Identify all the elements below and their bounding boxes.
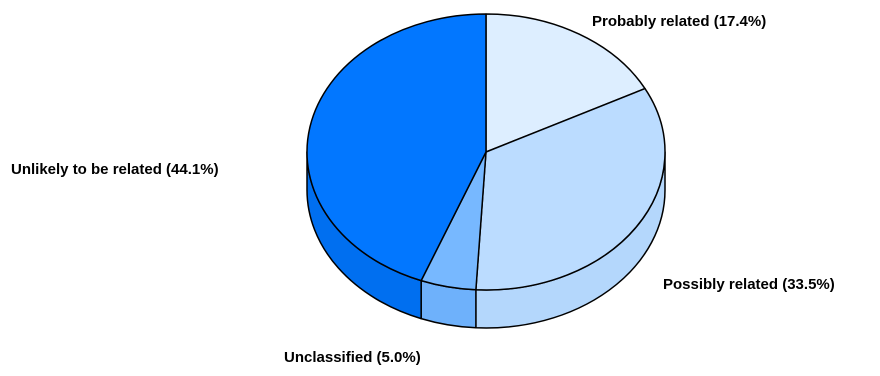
- pie-slice-possibly-related: [475, 87, 666, 291]
- pie-slice-unlikely-to-be-related: [306, 13, 487, 282]
- label-probably-related: Probably related (17.4%): [592, 13, 766, 30]
- pie-tops: [306, 13, 666, 291]
- label-possibly-related: Possibly related (33.5%): [663, 276, 835, 293]
- label-unclassified: Unclassified (5.0%): [284, 349, 421, 366]
- label-unlikely-to-be-related: Unlikely to be related (44.1%): [11, 161, 219, 178]
- pie-slice-probably-related: [485, 13, 646, 153]
